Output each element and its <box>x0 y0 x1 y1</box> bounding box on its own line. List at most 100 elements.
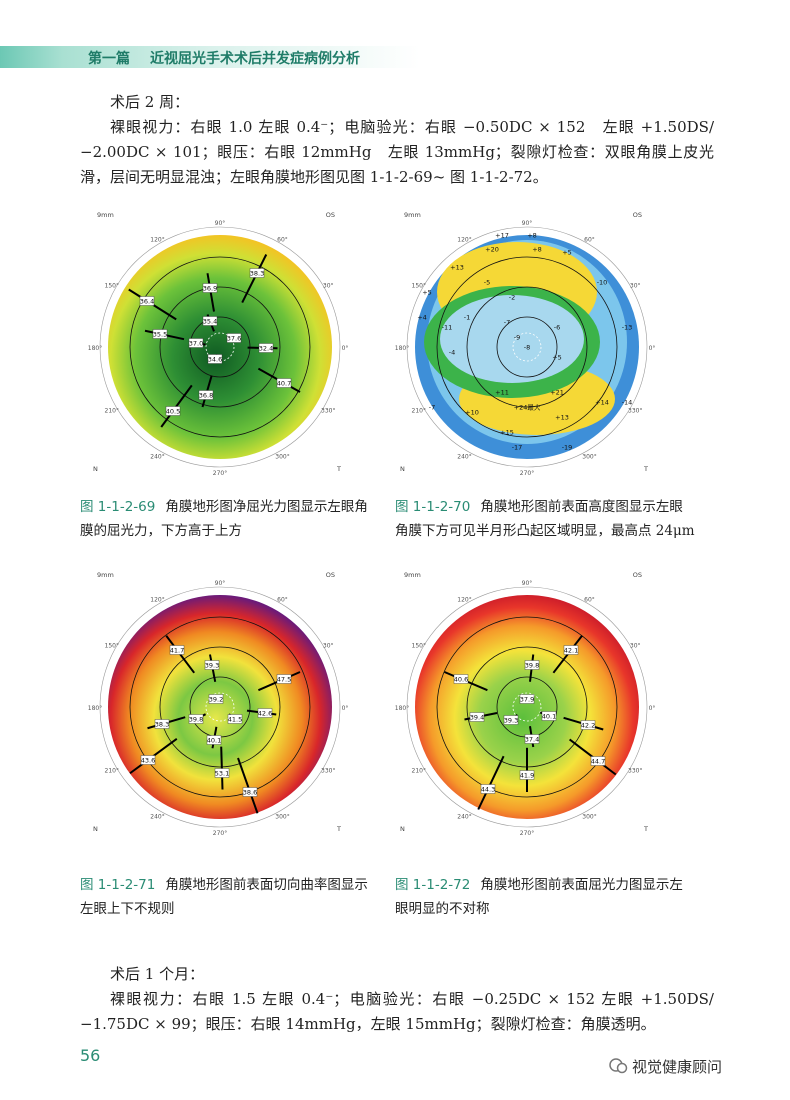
corner-label: N <box>400 825 405 833</box>
section-heading: 术后 2 周： <box>110 93 190 111</box>
degree-label: 120° <box>457 237 471 244</box>
label-box <box>590 756 606 766</box>
map-label: 38.6 <box>243 788 257 796</box>
corner-label: T <box>643 465 648 473</box>
ring <box>496 316 558 378</box>
degree-label: 330° <box>321 408 335 415</box>
map-label: -17 <box>512 443 523 451</box>
ring <box>129 616 311 798</box>
map-label: +5 <box>562 248 572 256</box>
map-label: -2 <box>509 293 515 301</box>
degree-label: 120° <box>150 237 164 244</box>
map-label: 32.4 <box>259 344 273 352</box>
spoke <box>477 755 505 810</box>
label-box <box>214 768 230 778</box>
map-label: +13 <box>450 263 464 271</box>
label-box <box>208 694 224 704</box>
caption-text: 角膜地形图净屈光力图显示左眼角膜的屈光力，下方高于上方 <box>80 499 368 539</box>
degree-label: 240° <box>150 453 164 460</box>
ring <box>129 256 311 438</box>
degree-label: 30° <box>323 643 334 650</box>
topography-map: 90° 60° 30° 0° 330° 300° 270° 240° 210° 180° 150° 1… <box>395 571 656 837</box>
map-label: 42.2 <box>581 721 595 729</box>
map-label: -19 <box>562 443 573 451</box>
degree-label: 210° <box>105 408 119 415</box>
label-box <box>480 784 496 794</box>
map-label: 34.6 <box>208 355 222 363</box>
pupil-ring <box>205 692 235 722</box>
caption: 图 1-1-2-70 角膜地形图前表面高度图显示左眼角膜下方可见半月形凸起区域明显… <box>395 495 695 543</box>
map-label: 40.1 <box>207 736 221 744</box>
corner-label: 9mm <box>404 211 421 219</box>
map-label: -6 <box>554 323 560 331</box>
map-label: 37.4 <box>525 735 539 743</box>
spoke <box>241 254 268 304</box>
map-label: 35.4 <box>203 317 217 325</box>
degree-label: 240° <box>457 813 471 820</box>
map-label: +11 <box>495 388 509 396</box>
degree-label: 120° <box>457 597 471 604</box>
caption: 图 1-1-2-71 角膜地形图前表面切向曲率图显示左眼上下不规则 <box>80 873 380 921</box>
spoke <box>220 746 224 790</box>
map-label: +8 <box>532 245 542 253</box>
map-label: +20 <box>485 245 499 253</box>
spoke <box>160 384 193 428</box>
map-label: -8 <box>524 343 530 351</box>
corner-label: N <box>93 465 98 473</box>
corner-label: T <box>643 825 648 833</box>
map-label: 37.9 <box>520 695 534 703</box>
degree-label: 0° <box>342 705 349 712</box>
map-label: -1 <box>464 313 470 321</box>
degree-label: 0° <box>342 345 349 352</box>
degree-label: 300° <box>582 813 596 820</box>
outer-ring <box>99 226 341 468</box>
caption-text: 角膜地形图前表面高度图显示左眼角膜下方可见半月形凸起区域明显，最高点 24μm <box>395 499 695 539</box>
map-label: 40.5 <box>166 407 180 415</box>
map-disc <box>108 235 332 459</box>
map-label: +10 <box>465 408 479 416</box>
map-label: +15 <box>500 428 514 436</box>
map-label: -4 <box>449 348 455 356</box>
map-label: 39.3 <box>205 661 219 669</box>
degree-label: 120° <box>150 597 164 604</box>
map-label: +4 <box>417 313 427 321</box>
degree-label: 150° <box>105 283 119 290</box>
degree-label: 330° <box>628 408 642 415</box>
map-label: -14 <box>622 398 633 406</box>
label-box <box>188 714 204 724</box>
caption-number: 图 1-1-2-71 <box>80 877 156 893</box>
degree-label: 150° <box>412 643 426 650</box>
section-heading: 术后 1 个月： <box>110 965 205 983</box>
map-disc <box>108 595 332 819</box>
label-box <box>563 645 579 655</box>
label-box <box>188 338 204 348</box>
degree-label: 330° <box>628 768 642 775</box>
corner-label: 9mm <box>404 571 421 579</box>
degree-label: 180° <box>88 705 102 712</box>
label-box <box>204 660 220 670</box>
label-box <box>580 720 596 730</box>
label-box <box>524 660 540 670</box>
spoke <box>237 757 259 814</box>
watermark: 视觉健康顾问 <box>632 1058 723 1076</box>
degree-label: 60° <box>277 237 288 244</box>
section-text: 裸眼视力：右眼 1.0 左眼 0.4⁻；电脑验光：右眼 −0.50DC × 15… <box>80 118 714 186</box>
degree-label: 270° <box>213 830 227 837</box>
label-box <box>202 283 218 293</box>
degree-label: 60° <box>584 237 595 244</box>
map-label: +17 <box>495 231 509 239</box>
label-box <box>541 711 557 721</box>
degree-label: 270° <box>520 470 534 477</box>
degree-label: 60° <box>277 597 288 604</box>
map-label: 38.3 <box>250 269 264 277</box>
label-box <box>202 316 218 326</box>
degree-label: 150° <box>412 283 426 290</box>
map-label: 39.3 <box>504 716 518 724</box>
caption: 图 1-1-2-69 角膜地形图净屈光力图显示左眼角膜的屈光力，下方高于上方 <box>80 495 380 543</box>
degree-label: 270° <box>520 830 534 837</box>
corner-label: OS <box>633 211 642 219</box>
header-part: 第一篇 <box>88 51 130 67</box>
map-label: 40.6 <box>454 675 468 683</box>
label-box <box>519 694 535 704</box>
label-box <box>249 268 265 278</box>
